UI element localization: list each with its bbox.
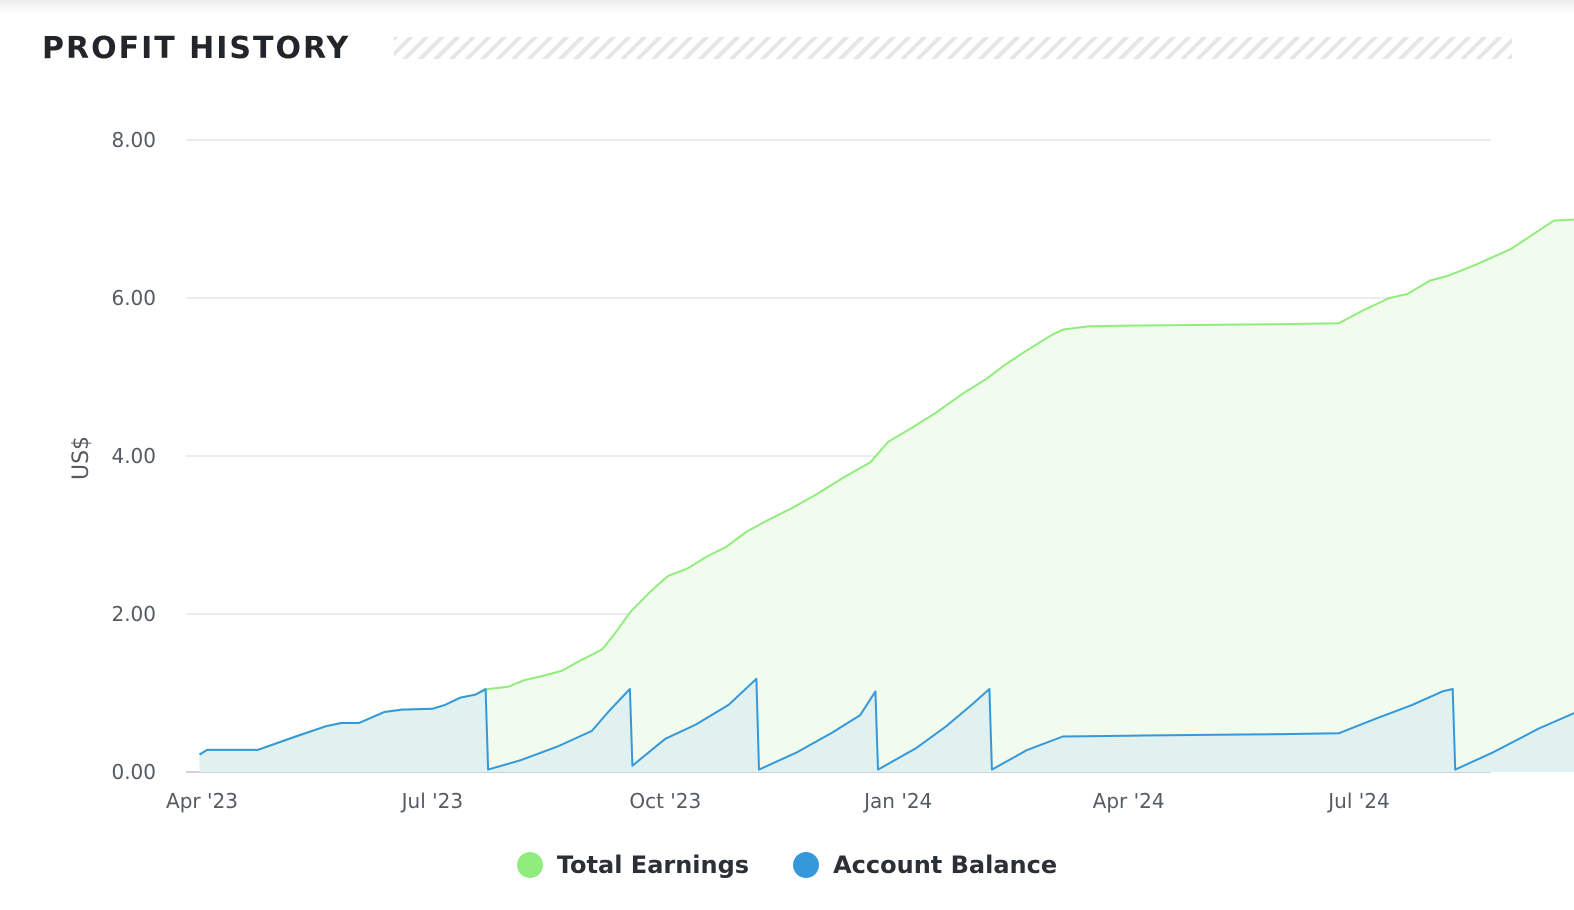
page-title: PROFIT HISTORY (42, 30, 351, 66)
y-axis-label: US$ (69, 436, 94, 480)
y-tick-label: 4.00 (111, 444, 156, 468)
y-tick-label: 8.00 (111, 128, 156, 152)
account-balance-area (199, 678, 1574, 772)
series-areas (199, 219, 1574, 772)
total-earnings-legend-dot (516, 852, 543, 878)
x-tick-label: Apr '23 (166, 789, 238, 813)
top-shadow (0, 0, 1574, 14)
x-tick-label: Oct '23 (629, 789, 701, 813)
legend-item-total-earnings[interactable]: Total Earnings (516, 851, 750, 879)
account-balance-line (198, 677, 1574, 771)
y-tick-label: 2.00 (111, 602, 156, 626)
x-tick-label: Apr '24 (1093, 789, 1165, 813)
title-hatch-decoration (394, 37, 1512, 59)
profit-history-chart: 0.00 2.00 4.00 6.00 8.00 Apr '23 Jul '23 Oct '… (69, 128, 1574, 813)
y-tick-label: 0.00 (111, 760, 156, 784)
legend-label: Account Balance (833, 851, 1058, 879)
x-axis-ticks: Apr '23 Jul '23 Oct '23 Jan '24 Apr '24 Jul '… (166, 789, 1390, 813)
series-lines (198, 218, 1574, 771)
y-tick-label: 6.00 (111, 286, 156, 310)
panel-header: PROFIT HISTORY (42, 26, 1512, 70)
account-balance-legend-dot (793, 852, 820, 878)
total-earnings-area (199, 219, 1574, 772)
x-tick-label: Jul '24 (1326, 789, 1389, 813)
legend-label: Total Earnings (556, 851, 750, 879)
chart-legend: Total Earnings Account Balance (0, 845, 1574, 885)
x-tick-label: Jan '24 (862, 789, 932, 813)
y-axis-ticks: 0.00 2.00 4.00 6.00 8.00 (111, 128, 156, 784)
legend-item-account-balance[interactable]: Account Balance (793, 851, 1057, 879)
x-tick-label: Jul '23 (400, 789, 463, 813)
